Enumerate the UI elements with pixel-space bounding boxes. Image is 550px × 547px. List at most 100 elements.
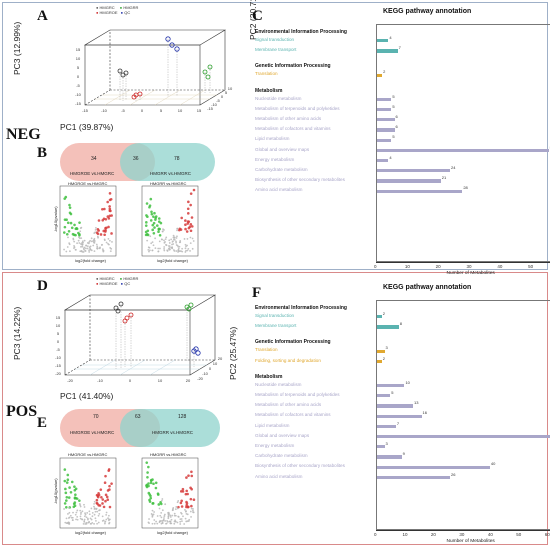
volcano-point	[91, 521, 94, 524]
volcano-point	[108, 192, 112, 195]
volcano-point	[68, 507, 70, 509]
kegg-bar	[376, 315, 382, 319]
kegg-bar	[376, 39, 389, 43]
volcano-point	[180, 216, 184, 220]
volcano-point	[79, 515, 82, 518]
volcano-point	[65, 517, 68, 520]
volcano-point	[154, 486, 158, 490]
kegg-pathway-label: Biosynthesis of other secondary metaboli…	[255, 177, 345, 183]
volcano-point	[184, 219, 187, 222]
volcano-point	[110, 232, 113, 235]
volcano-point	[78, 242, 81, 244]
volcano-point	[70, 480, 74, 484]
volcano-point	[102, 505, 106, 509]
pos-pca-ytick: 10	[56, 323, 61, 328]
volcano-point	[189, 203, 192, 207]
kegg-bar	[376, 404, 413, 408]
pos-pca-legend: ● HMGRC ● HMGRR ● HMGROE ● QC	[96, 276, 139, 286]
volcano-point	[151, 223, 155, 227]
kegg-bar	[376, 138, 392, 142]
volcano-point	[67, 517, 70, 519]
volcano-point	[189, 250, 191, 252]
kegg-bar-value: 24	[451, 165, 456, 170]
volcano-point	[190, 516, 192, 518]
volcano-point	[189, 223, 193, 226]
kegg-x-tick: 20	[435, 264, 441, 269]
neg-mode-label: NEG	[6, 126, 41, 143]
kegg-bar	[376, 359, 382, 363]
volcano-point	[179, 501, 183, 505]
volcano-point	[79, 505, 82, 508]
kegg-pathway-label: Metabolism of cofactors and vitamins	[255, 412, 331, 418]
volcano-point	[151, 522, 154, 525]
neg-pca-ztick: -5	[216, 98, 220, 103]
volcano-point	[74, 513, 77, 516]
volcano-point	[84, 247, 87, 250]
kegg-x-tick: 10	[404, 264, 410, 269]
volcano-point	[150, 242, 153, 245]
volcano-point	[159, 514, 162, 517]
volcano-point	[103, 481, 107, 484]
pos-pca-ztick: 10	[213, 361, 218, 366]
volcano-point	[163, 513, 166, 516]
volcano-point	[187, 247, 190, 250]
neg-pca-ytick: 0	[77, 74, 80, 79]
volcano-point	[97, 491, 100, 495]
kegg-category-heading: Environmental Information Processing	[255, 29, 347, 35]
volcano-point	[156, 522, 159, 525]
volcano-point	[168, 247, 171, 249]
neg-label-pca: A	[37, 8, 48, 24]
volcano-point	[64, 521, 67, 524]
kegg-bar-value: 5	[392, 103, 395, 109]
volcano-point	[95, 493, 99, 497]
pos-pca-xlabel: PC1 (41.40%)	[60, 391, 114, 401]
volcano-point	[102, 229, 106, 233]
volcano-point	[101, 207, 104, 211]
kegg-bar	[376, 465, 490, 469]
kegg-category-heading: Genetic Information Processing	[255, 339, 331, 346]
kegg-bar	[376, 424, 396, 428]
volcano-point	[67, 236, 69, 239]
kegg-plot-border	[376, 24, 550, 262]
kegg-bar-value: 5	[392, 93, 395, 99]
volcano-point	[84, 512, 86, 515]
neg-pca-ytick: -15	[75, 101, 82, 106]
pos-pca-ylabel: PC3 (14.22%)	[12, 306, 22, 360]
neg-pca-ytick: 15	[76, 47, 81, 52]
volcano-point	[93, 237, 96, 240]
volcano-point	[173, 522, 176, 525]
volcano-point	[73, 488, 77, 492]
volcano-point	[84, 513, 87, 516]
kegg-pathway-label: Signal transduction	[255, 37, 295, 42]
volcano-point	[94, 229, 97, 231]
volcano-point	[171, 509, 174, 512]
kegg-bar	[376, 394, 391, 398]
volcano-point	[101, 498, 105, 501]
kegg-pathway-label: Metabolism of other amino acids	[255, 402, 322, 408]
volcano-point	[148, 204, 152, 207]
volcano-point	[189, 486, 192, 490]
volcano-point	[101, 502, 104, 505]
neg-volcano-rr	[141, 185, 199, 257]
neg-volcano-title: HMGRR vs.HMGRC	[150, 181, 187, 186]
volcano-point	[107, 469, 111, 472]
kegg-x-tick: 10	[402, 532, 408, 537]
volcano-point	[183, 523, 186, 525]
volcano-point	[66, 478, 70, 482]
volcano-point	[77, 239, 80, 242]
neg-panel-frame	[2, 2, 548, 270]
volcano-point	[184, 251, 187, 253]
volcano-point	[65, 232, 69, 236]
volcano-point	[184, 510, 187, 513]
volcano-point	[186, 207, 190, 211]
volcano-point	[90, 507, 93, 510]
volcano-point	[78, 499, 81, 502]
volcano-point	[100, 495, 103, 499]
volcano-point	[189, 497, 193, 501]
volcano-point	[181, 520, 183, 523]
volcano-point	[105, 513, 108, 516]
volcano-point	[186, 249, 189, 252]
volcano-point	[145, 214, 148, 217]
volcano-point	[100, 244, 103, 246]
volcano-point	[90, 237, 93, 240]
